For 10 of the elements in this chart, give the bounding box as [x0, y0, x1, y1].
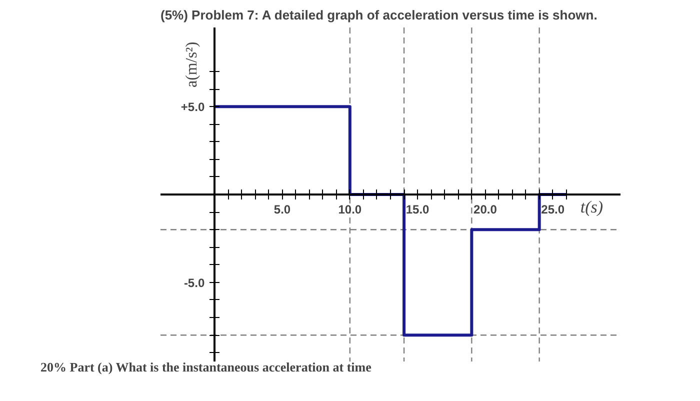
y-axis-title: a(m/s²) [184, 42, 201, 88]
x-tick-label: 15.0 [406, 202, 430, 216]
x-tick-label: 25.0 [541, 202, 565, 216]
chart-title: (5%) Problem 7: A detailed graph of acceleration versus time is shown. [160, 8, 598, 22]
x-tick-label: 20.0 [474, 202, 498, 216]
y-tick-label: -5.0 [184, 276, 205, 290]
x-axis-title: t(s) [580, 198, 604, 216]
x-tick-label: 5.0 [274, 202, 291, 216]
y-tick-label: +5.0 [180, 100, 205, 114]
annotation: 20% Part (a) What is the instantaneous acceleration at time [40, 360, 372, 374]
